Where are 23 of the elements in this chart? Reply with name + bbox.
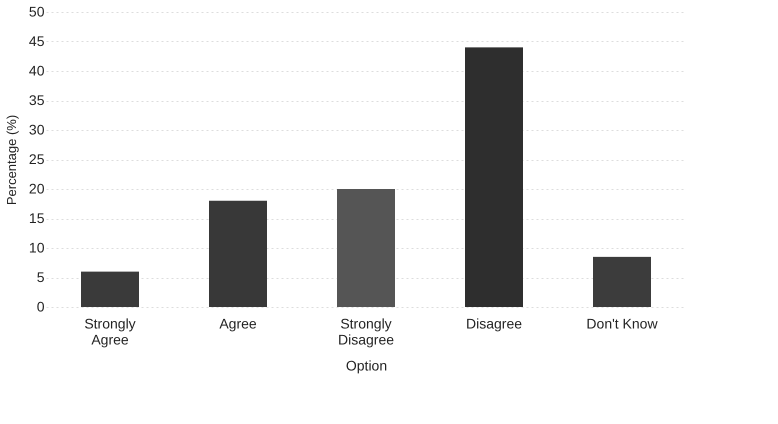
y-tick-label: 5 (36, 269, 45, 285)
y-tick-label: 50 (28, 4, 45, 20)
y-tick-label: 25 (28, 151, 45, 167)
y-tick-label: 10 (28, 240, 45, 256)
y-tick-label: 45 (28, 33, 45, 49)
y-tick-label: 15 (28, 210, 45, 226)
bar (81, 272, 139, 307)
bar (593, 256, 651, 307)
x-tick-label: Disagree (466, 316, 522, 332)
bar (209, 200, 267, 307)
x-tick-label: Don't Know (586, 316, 658, 332)
y-axis-title: Percentage (%) (4, 114, 19, 206)
y-tick-label: 40 (28, 62, 45, 78)
bar (465, 47, 523, 307)
bar (337, 189, 395, 307)
x-tick-label: Strongly Agree (84, 316, 136, 348)
x-tick-label: Agree (219, 316, 257, 332)
y-tick-label: 0 (36, 298, 45, 314)
y-tick-label: 30 (28, 122, 45, 138)
y-tick-label: 35 (28, 92, 45, 108)
y-tick-label: 20 (28, 180, 45, 196)
x-axis-title: Option (346, 358, 388, 374)
x-tick-label: Strongly Disagree (338, 316, 394, 348)
